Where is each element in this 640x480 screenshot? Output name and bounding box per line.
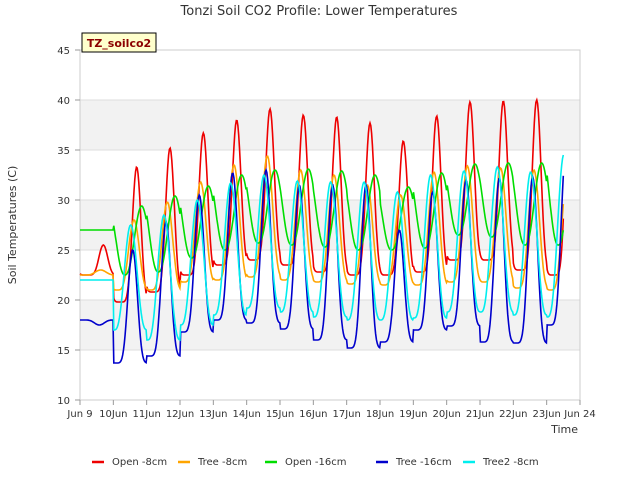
x-tick-label: Jun 24: [563, 409, 596, 420]
plot-band: [80, 50, 580, 100]
y-axis-ticks: 10 15 20 25 30 35 40 45: [57, 46, 80, 407]
y-axis-label: Soil Temperatures (C): [6, 166, 19, 285]
x-tick-label: 11Jun: [132, 409, 160, 420]
y-tick-label: 15: [57, 346, 70, 357]
x-tick-label: 14Jun: [232, 409, 260, 420]
x-tick-label: 19Jun: [399, 409, 427, 420]
chart-title: Tonzi Soil CO2 Profile: Lower Temperatur…: [180, 4, 458, 19]
y-tick-label: 20: [57, 296, 70, 307]
legend-label: Tree -16cm: [395, 457, 452, 468]
x-tick-label: 10Jun: [99, 409, 127, 420]
x-tick-label: Jun 9: [66, 409, 92, 420]
y-tick-label: 25: [57, 246, 70, 257]
dataset-badge-box: [81, 32, 157, 53]
x-tick-label: 23Jun: [532, 409, 560, 420]
x-tick-label: 21Jun: [466, 409, 494, 420]
x-tick-label: 12Jun: [166, 409, 194, 420]
series-line-open-16cm: [80, 162, 565, 276]
legend-label: Tree2 -8cm: [482, 457, 539, 468]
x-axis-ticks: Jun 9 10Jun 11Jun 12Jun 13Jun 14Jun 15Jun 16Jun…: [66, 400, 596, 420]
y-tick-label: 45: [57, 46, 70, 57]
y-tick-label: 30: [57, 196, 70, 207]
plot-frame: [79, 49, 581, 401]
legend-label: Tree -8cm: [197, 457, 247, 468]
series-line-tree-16cm: [80, 167, 565, 365]
x-tick-label: 16Jun: [299, 409, 327, 420]
plot-band: [80, 100, 580, 150]
y-tick-label: 35: [57, 146, 70, 157]
x-tick-label: 17Jun: [332, 409, 360, 420]
dataset-badge: TZ_soilco2: [81, 32, 157, 53]
series-line-tree2-8cm: [80, 154, 565, 342]
x-axis-label: Time: [550, 423, 578, 436]
x-tick-label: 13Jun: [199, 409, 227, 420]
y-tick-label: 40: [57, 96, 70, 107]
series-lines: [79, 97, 565, 365]
plot-band: [80, 350, 580, 400]
x-tick-label: 18Jun: [366, 409, 394, 420]
x-tick-label: 15Jun: [266, 409, 294, 420]
legend: Open -8cm Tree -8cm Open -16cm Tree -16cm Tr…: [92, 457, 539, 468]
x-tick-label: 22Jun: [499, 409, 527, 420]
legend-label: Open -8cm: [112, 457, 167, 468]
legend-label: Open -16cm: [285, 457, 346, 468]
y-tick-label: 10: [57, 396, 70, 407]
x-tick-label: 20Jun: [432, 409, 460, 420]
dataset-badge-label: TZ_soilco2: [87, 37, 151, 50]
plot-band: [80, 300, 580, 350]
